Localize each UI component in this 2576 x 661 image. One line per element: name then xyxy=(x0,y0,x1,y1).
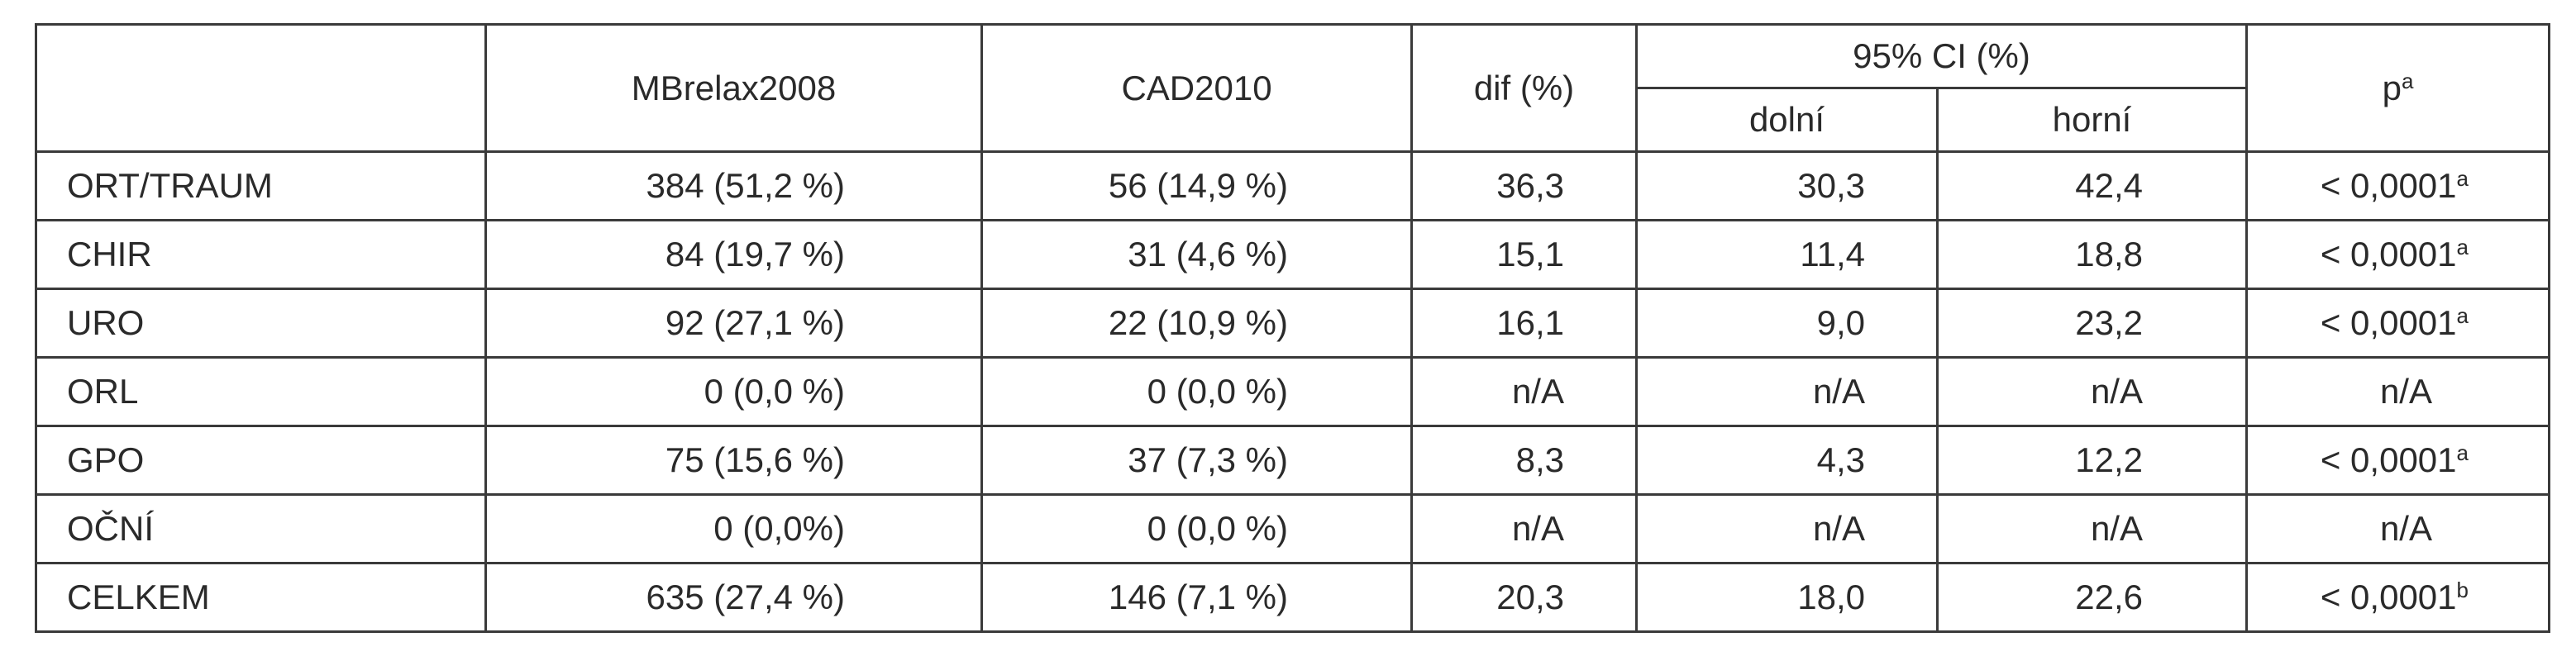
header-empty-cell xyxy=(35,23,487,153)
cell-mbrelax2008: 635 (27,4 %) xyxy=(484,562,983,633)
row-label: ORL xyxy=(35,356,487,427)
table-row: CELKEM 635 (27,4 %) 146 (7,1 %) 20,3 18,0 22,… xyxy=(35,562,2550,633)
row-label: OČNÍ xyxy=(35,493,487,564)
p-value-text: < 0,0001 xyxy=(2320,440,2457,479)
cell-cad2010: 31 (4,6 %) xyxy=(980,219,1413,290)
cell-ci-low: 30,3 xyxy=(1635,150,1939,221)
table-row: ORT/TRAUM 384 (51,2 %) 56 (14,9 %) 36,3 30,3… xyxy=(35,150,2550,221)
row-label: URO xyxy=(35,288,487,359)
cell-cad2010: 146 (7,1 %) xyxy=(980,562,1413,633)
cell-dif: 16,1 xyxy=(1410,288,1638,359)
row-label: CELKEM xyxy=(35,562,487,633)
header-mbrelax2008: MBrelax2008 xyxy=(484,23,983,153)
cell-ci-high: n/A xyxy=(1936,356,2248,427)
cell-ci-high: n/A xyxy=(1936,493,2248,564)
cell-cad2010: 0 (0,0 %) xyxy=(980,356,1413,427)
p-value-text: < 0,0001 xyxy=(2320,303,2457,342)
cell-mbrelax2008: 92 (27,1 %) xyxy=(484,288,983,359)
table-row: GPO 75 (15,6 %) 37 (7,3 %) 8,3 4,3 12,2 < 0,00… xyxy=(35,425,2550,496)
p-value-superscript: a xyxy=(2456,303,2469,328)
row-label: GPO xyxy=(35,425,487,496)
table-row: OČNÍ 0 (0,0%) 0 (0,0 %) n/A n/A n/A n/A xyxy=(35,493,2550,564)
cell-mbrelax2008: 0 (0,0 %) xyxy=(484,356,983,427)
header-cad2010: CAD2010 xyxy=(980,23,1413,153)
cell-mbrelax2008: 384 (51,2 %) xyxy=(484,150,983,221)
p-value-text: n/A xyxy=(2379,509,2432,548)
p-value-text: < 0,0001 xyxy=(2320,166,2457,205)
header-dif: dif (%) xyxy=(1410,23,1638,153)
cell-ci-low: 18,0 xyxy=(1635,562,1939,633)
cell-ci-high: 42,4 xyxy=(1936,150,2248,221)
cell-dif: n/A xyxy=(1410,356,1638,427)
table-row: ORL 0 (0,0 %) 0 (0,0 %) n/A n/A n/A n/A xyxy=(35,356,2550,427)
cell-ci-low: 9,0 xyxy=(1635,288,1939,359)
cell-mbrelax2008: 0 (0,0%) xyxy=(484,493,983,564)
cell-ci-high: 12,2 xyxy=(1936,425,2248,496)
cell-dif: 36,3 xyxy=(1410,150,1638,221)
table-row: URO 92 (27,1 %) 22 (10,9 %) 16,1 9,0 23,2 < 0,… xyxy=(35,288,2550,359)
row-label: ORT/TRAUM xyxy=(35,150,487,221)
cell-dif: 20,3 xyxy=(1410,562,1638,633)
header-ci-group: 95% CI (%) xyxy=(1635,23,2248,89)
cell-p-value: < 0,0001a xyxy=(2245,425,2550,496)
cell-cad2010: 22 (10,9 %) xyxy=(980,288,1413,359)
cell-cad2010: 56 (14,9 %) xyxy=(980,150,1413,221)
cell-ci-low: 4,3 xyxy=(1635,425,1939,496)
p-value-superscript: a xyxy=(2456,166,2469,191)
results-table: MBrelax2008 CAD2010 dif (%) 95% CI (%) p… xyxy=(35,23,2550,633)
cell-p-value: < 0,0001a xyxy=(2245,288,2550,359)
header-p-superscript: a xyxy=(2401,68,2414,93)
p-value-text: < 0,0001 xyxy=(2320,235,2457,273)
cell-mbrelax2008: 84 (19,7 %) xyxy=(484,219,983,290)
header-ci-high: horní xyxy=(1936,87,2248,153)
cell-mbrelax2008: 75 (15,6 %) xyxy=(484,425,983,496)
cell-cad2010: 0 (0,0 %) xyxy=(980,493,1413,564)
p-value-superscript: a xyxy=(2456,440,2469,465)
cell-p-value: < 0,0001a xyxy=(2245,219,2550,290)
p-value-superscript: a xyxy=(2456,235,2469,259)
row-label: CHIR xyxy=(35,219,487,290)
header-p: pa xyxy=(2245,23,2550,153)
cell-p-value: < 0,0001b xyxy=(2245,562,2550,633)
cell-dif: n/A xyxy=(1410,493,1638,564)
cell-p-value: < 0,0001a xyxy=(2245,150,2550,221)
p-value-text: n/A xyxy=(2379,372,2432,411)
p-value-text: < 0,0001 xyxy=(2320,578,2457,616)
table-row: CHIR 84 (19,7 %) 31 (4,6 %) 15,1 11,4 18,8 < 0… xyxy=(35,219,2550,290)
cell-ci-high: 18,8 xyxy=(1936,219,2248,290)
cell-dif: 15,1 xyxy=(1410,219,1638,290)
cell-ci-high: 22,6 xyxy=(1936,562,2248,633)
cell-ci-low: 11,4 xyxy=(1635,219,1939,290)
header-p-label: p xyxy=(2382,68,2402,107)
p-value-superscript: b xyxy=(2456,578,2469,602)
cell-ci-high: 23,2 xyxy=(1936,288,2248,359)
cell-ci-low: n/A xyxy=(1635,493,1939,564)
cell-dif: 8,3 xyxy=(1410,425,1638,496)
cell-cad2010: 37 (7,3 %) xyxy=(980,425,1413,496)
table-body: ORT/TRAUM 384 (51,2 %) 56 (14,9 %) 36,3 30,3… xyxy=(35,150,2550,633)
cell-p-value: n/A xyxy=(2245,493,2550,564)
results-table-container: MBrelax2008 CAD2010 dif (%) 95% CI (%) p… xyxy=(35,23,2550,633)
header-ci-low: dolní xyxy=(1635,87,1939,153)
cell-p-value: n/A xyxy=(2245,356,2550,427)
header-row-2: dolní horní xyxy=(36,87,2550,153)
cell-ci-low: n/A xyxy=(1635,356,1939,427)
header-row-1: MBrelax2008 CAD2010 dif (%) 95% CI (%) p… xyxy=(35,23,2550,153)
